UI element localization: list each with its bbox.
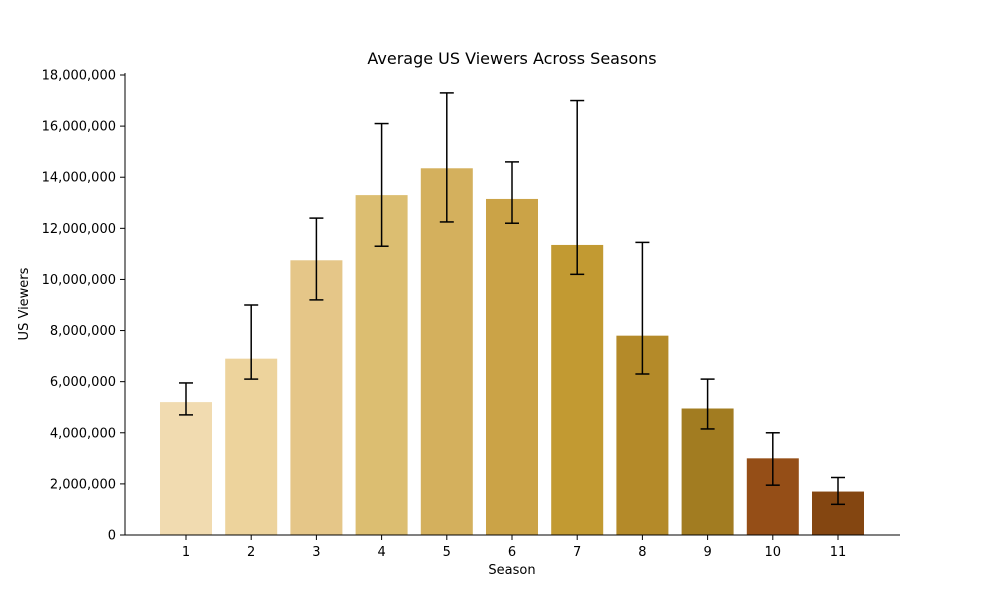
error-bars-group — [179, 92, 845, 506]
x-tick-label: 9 — [703, 545, 711, 560]
x-axis-label: Season — [488, 563, 535, 578]
bar-season-5 — [420, 168, 473, 535]
x-tick-label: 6 — [508, 545, 516, 560]
y-tick-label: 10,000,000 — [42, 273, 116, 288]
error-bar-season-11 — [831, 476, 845, 506]
bar-season-3 — [290, 260, 343, 535]
x-tick-label: 3 — [312, 545, 320, 560]
x-tick-label: 7 — [573, 545, 581, 560]
x-tick-label: 4 — [377, 545, 385, 560]
bar-season-2 — [225, 358, 278, 535]
y-tick-label: 4,000,000 — [50, 426, 116, 441]
y-tick-label: 12,000,000 — [42, 222, 116, 237]
x-tick-label: 1 — [182, 545, 190, 560]
y-tick-label: 2,000,000 — [50, 477, 116, 492]
error-bar-season-3 — [309, 217, 324, 301]
y-tick-label: 18,000,000 — [42, 69, 116, 84]
error-bar-season-2 — [244, 304, 259, 380]
y-axis-label: US Viewers — [17, 267, 32, 340]
bar-season-1 — [160, 402, 212, 535]
bar-season-4 — [355, 195, 408, 535]
error-bar-season-5 — [439, 92, 454, 223]
chart-title: Average US Viewers Across Seasons — [367, 49, 656, 68]
y-tick-label: 16,000,000 — [42, 120, 116, 135]
error-bar-season-8 — [635, 241, 650, 375]
error-bar-season-7 — [570, 99, 585, 276]
bar-season-6 — [486, 198, 538, 535]
x-tick-label: 2 — [247, 545, 255, 560]
bars-group — [160, 168, 864, 535]
y-tick-label: 6,000,000 — [50, 375, 116, 390]
error-bar-season-4 — [374, 122, 389, 247]
y-tick-label: 8,000,000 — [50, 324, 116, 339]
y-axis: 0 2,000,000 4,000,000 6,000,000 8,000,000 10,… — [42, 69, 126, 544]
error-bar-season-6 — [505, 161, 519, 224]
error-bar-season-1 — [179, 382, 193, 416]
x-tick-label: 8 — [638, 545, 646, 560]
x-tick-label: 5 — [443, 545, 451, 560]
bar-season-7 — [551, 244, 604, 535]
y-tick-label: 0 — [108, 529, 116, 544]
error-bar-season-9 — [700, 378, 715, 430]
y-tick-label: 14,000,000 — [42, 171, 116, 186]
x-tick-label: 10 — [765, 545, 782, 560]
error-bar-season-10 — [765, 432, 780, 486]
x-tick-label: 11 — [830, 545, 847, 560]
x-axis: 1 2 3 4 5 6 7 8 9 10 11 — [125, 534, 900, 560]
